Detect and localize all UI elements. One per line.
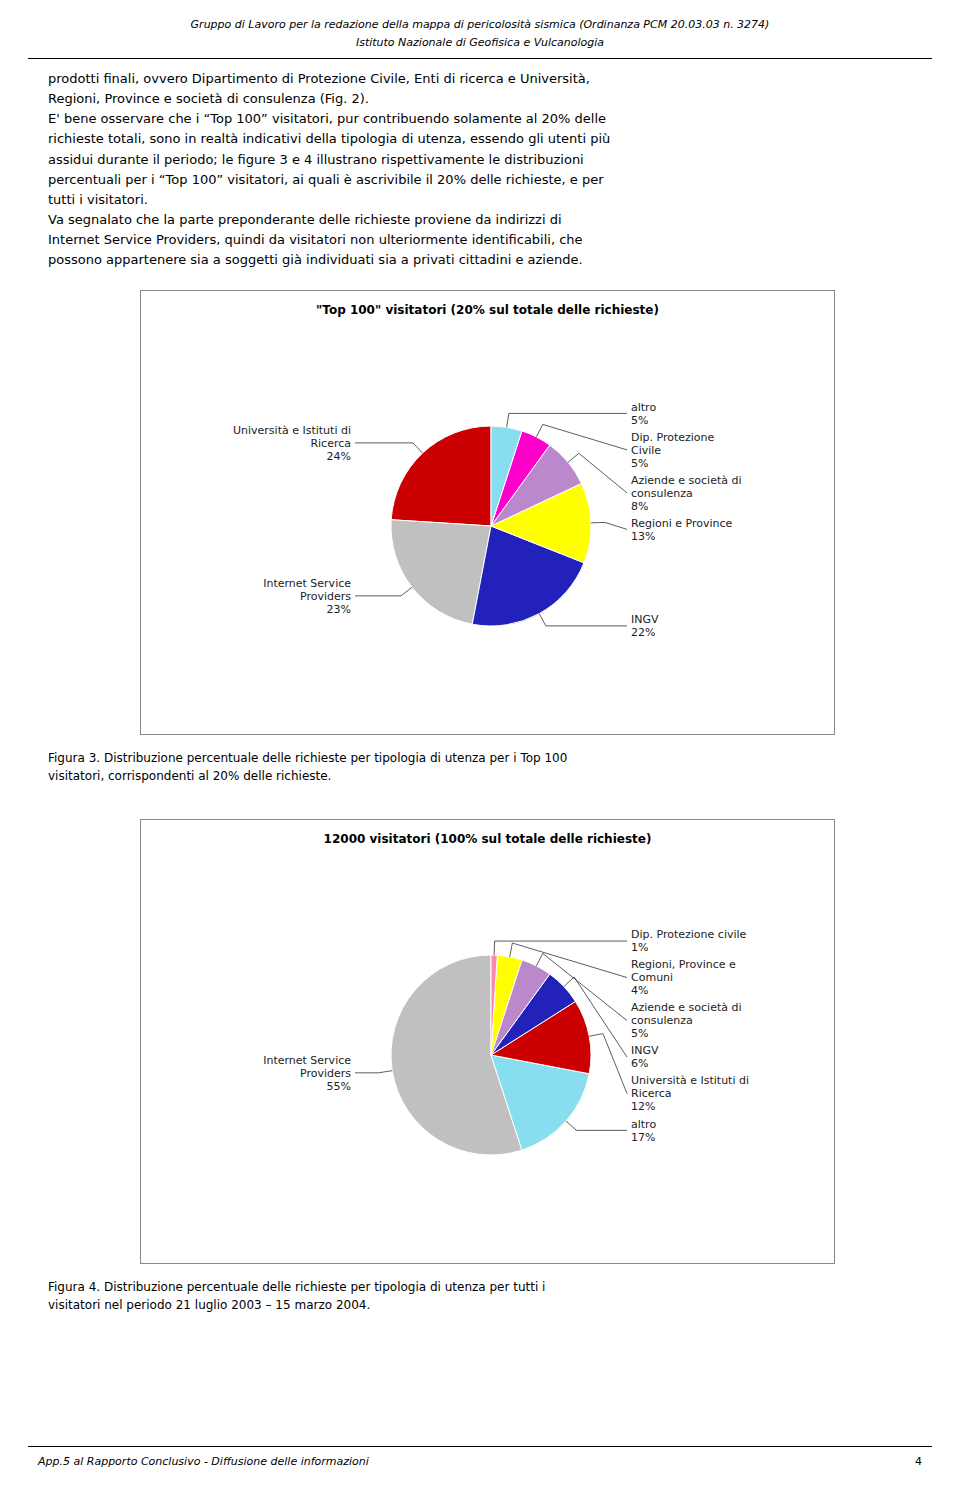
svg-text:Internet ServiceProviders55%: Internet ServiceProviders55% (263, 1054, 351, 1093)
html-text:visitatori, corrispondenti al: visitatori, corrispondenti al 20% delle … (48, 769, 332, 784)
html-text:4: 4 (915, 1455, 922, 1468)
svg-text:Aziende e società diconsulenza: Aziende e società diconsulenza5% (631, 1002, 742, 1041)
svg-text:Dip. ProtezioneCivile5%: Dip. ProtezioneCivile5% (631, 431, 715, 470)
svg-text:Dip. Protezione civile1%: Dip. Protezione civile1% (631, 929, 747, 955)
svg-text:INGV22%: INGV22% (631, 614, 659, 640)
svg-text:Regioni e Province13%: Regioni e Province13% (631, 517, 733, 543)
svg-text:INGV6%: INGV6% (631, 1045, 659, 1071)
svg-text:altro17%: altro17% (631, 1118, 656, 1144)
html-text:visitatori nel periodo 21 lugl: visitatori nel periodo 21 luglio 2003 – … (48, 1298, 371, 1313)
svg-text:altro5%: altro5% (631, 401, 656, 427)
html-text:Figura 4. Distribuzione percen: Figura 4. Distribuzione percentuale dell… (48, 1280, 546, 1295)
html-text:12000 visitatori (100% sul tot: 12000 visitatori (100% sul totale delle … (323, 832, 652, 847)
svg-text:Aziende e società diconsulenza: Aziende e società diconsulenza8% (631, 474, 742, 513)
html-text:Gruppo di Lavoro per la redazi: Gruppo di Lavoro per la redazione della … (190, 18, 770, 31)
html-text:App.5 al Rapporto Conclusivo -: App.5 al Rapporto Conclusivo - Diffusion… (38, 1455, 369, 1468)
html-text:prodotti finali, ovvero Dipart: prodotti finali, ovvero Dipartimento di … (48, 71, 611, 268)
svg-text:Internet ServiceProviders23%: Internet ServiceProviders23% (263, 577, 351, 616)
svg-text:Università e Istituti diRicerc: Università e Istituti diRicerca24% (233, 424, 351, 463)
svg-text:Regioni, Province eComuni4%: Regioni, Province eComuni4% (631, 959, 736, 998)
svg-text:Università e Istituti diRicerc: Università e Istituti diRicerca12% (631, 1075, 749, 1114)
html-text:"Top 100" visitatori (20% sul: "Top 100" visitatori (20% sul totale del… (316, 303, 659, 318)
html-text:Figura 3. Distribuzione percen: Figura 3. Distribuzione percentuale dell… (48, 751, 568, 766)
html-text:Istituto Nazionale di Geofisic: Istituto Nazionale di Geofisica e Vulcan… (355, 36, 605, 49)
